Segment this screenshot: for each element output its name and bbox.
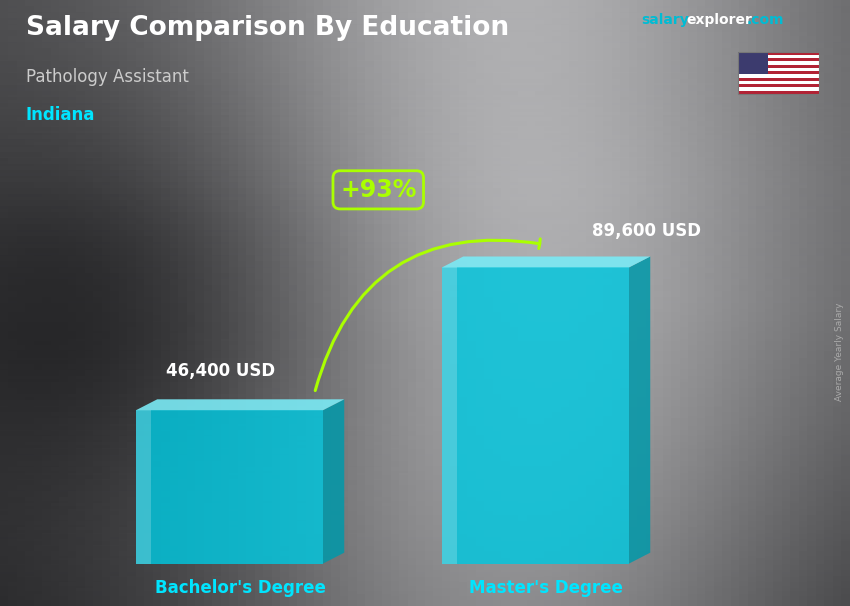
Bar xyxy=(738,75,819,78)
Text: Pathology Assistant: Pathology Assistant xyxy=(26,68,189,86)
Text: +93%: +93% xyxy=(340,178,416,202)
Text: Master's Degree: Master's Degree xyxy=(469,579,623,597)
Polygon shape xyxy=(323,399,344,564)
Bar xyxy=(442,267,629,564)
Bar xyxy=(738,52,768,75)
Bar xyxy=(738,52,819,55)
Polygon shape xyxy=(136,399,344,410)
Text: Bachelor's Degree: Bachelor's Degree xyxy=(155,579,326,597)
Bar xyxy=(738,52,819,94)
Bar xyxy=(738,58,819,61)
Polygon shape xyxy=(136,410,151,564)
Bar xyxy=(738,81,819,84)
Text: Salary Comparison By Education: Salary Comparison By Education xyxy=(26,15,508,41)
Text: .com: .com xyxy=(746,13,784,27)
Bar xyxy=(738,84,819,87)
Polygon shape xyxy=(442,256,650,267)
Text: 46,400 USD: 46,400 USD xyxy=(167,362,275,380)
Bar xyxy=(738,91,819,94)
Text: salary: salary xyxy=(642,13,689,27)
Text: Indiana: Indiana xyxy=(26,106,95,124)
Bar xyxy=(738,71,819,75)
Bar xyxy=(738,65,819,68)
Bar xyxy=(738,61,819,65)
Bar xyxy=(738,87,819,91)
Polygon shape xyxy=(442,267,457,564)
Bar xyxy=(738,68,819,71)
Bar xyxy=(738,78,819,81)
Bar xyxy=(136,410,323,564)
Polygon shape xyxy=(629,256,650,564)
Text: 89,600 USD: 89,600 USD xyxy=(592,222,700,240)
Text: Average Yearly Salary: Average Yearly Salary xyxy=(836,302,844,401)
Text: explorer: explorer xyxy=(687,13,753,27)
Bar xyxy=(738,55,819,58)
